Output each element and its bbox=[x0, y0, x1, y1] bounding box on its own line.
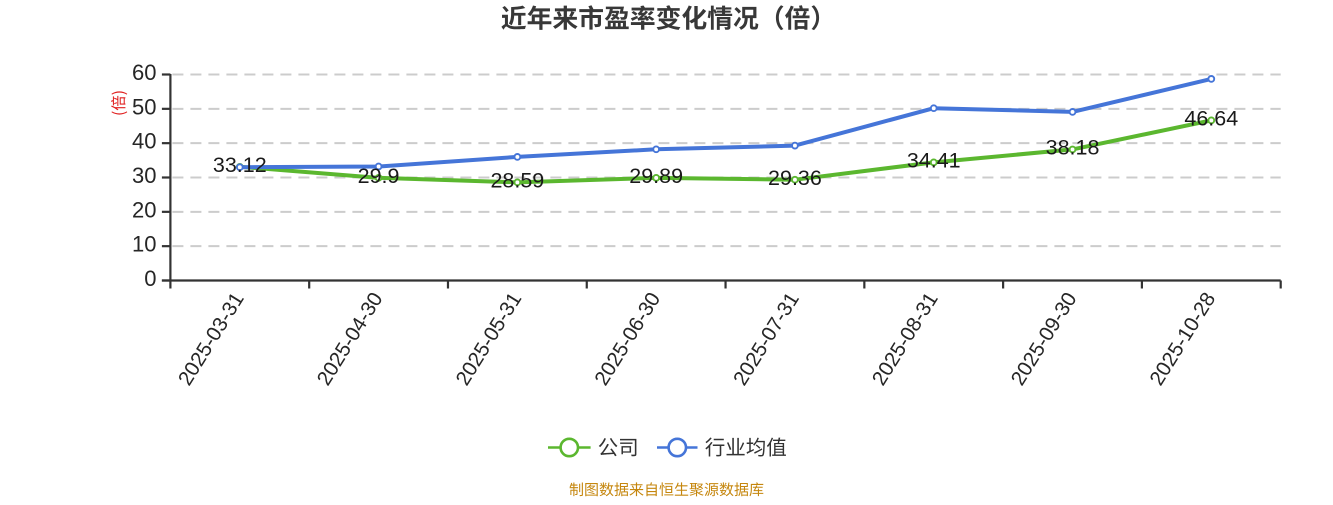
svg-text:40: 40 bbox=[132, 129, 156, 154]
svg-text:34.41: 34.41 bbox=[907, 149, 961, 173]
svg-text:29.9: 29.9 bbox=[358, 164, 400, 188]
svg-text:29.89: 29.89 bbox=[629, 164, 683, 188]
svg-text:0: 0 bbox=[144, 266, 156, 291]
svg-text:60: 60 bbox=[132, 60, 156, 85]
svg-text:29.36: 29.36 bbox=[768, 166, 822, 190]
svg-text:38.18: 38.18 bbox=[1046, 136, 1100, 160]
svg-text:50: 50 bbox=[132, 94, 156, 119]
svg-text:33.12: 33.12 bbox=[213, 153, 267, 177]
svg-text:46.64: 46.64 bbox=[1184, 107, 1238, 131]
svg-text:28.59: 28.59 bbox=[490, 169, 544, 193]
svg-text:10: 10 bbox=[132, 232, 156, 257]
svg-text:30: 30 bbox=[132, 163, 156, 188]
svg-text:20: 20 bbox=[132, 197, 156, 222]
